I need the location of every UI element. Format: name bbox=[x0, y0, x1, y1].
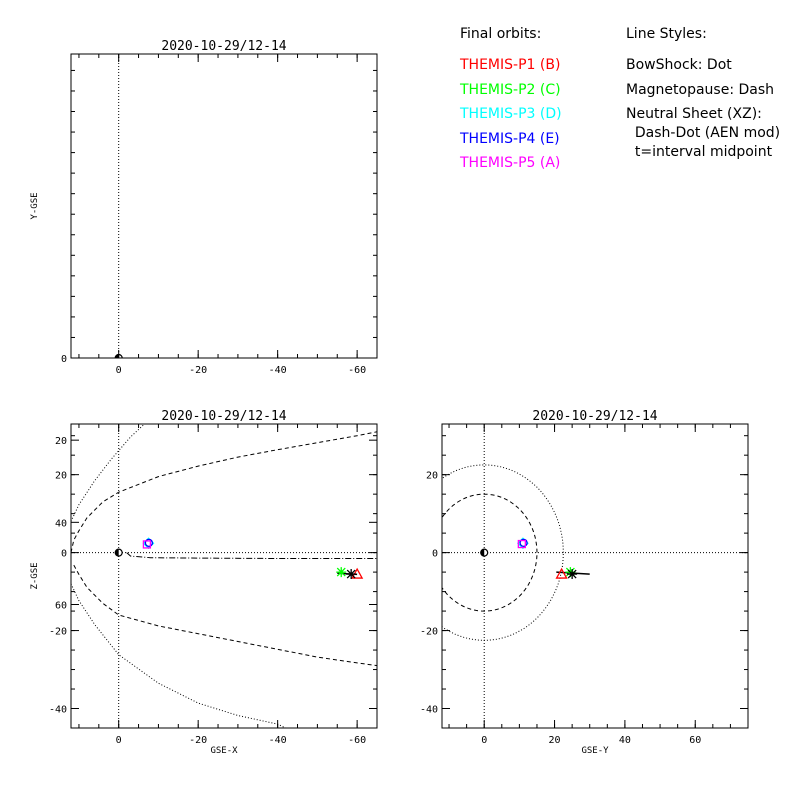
x-tick-label: -60 bbox=[348, 365, 366, 376]
themis-p1-b-triangle-marker bbox=[555, 567, 568, 579]
themis-p4-e-circle-marker bbox=[144, 538, 154, 548]
y-tick-label: -40 bbox=[420, 705, 438, 716]
position-asterisk-marker bbox=[346, 456, 356, 466]
y-tick-label: 0 bbox=[432, 549, 438, 560]
themis-p2-c-asterisk-marker bbox=[334, 455, 344, 465]
x-tick-label: -20 bbox=[189, 365, 207, 376]
x-tick-label: 0 bbox=[116, 365, 122, 376]
bowshock-line bbox=[72, 399, 377, 660]
plot-xy: 2020-10-29/12-14 0 -20 -40 -60 0 20 40 60 Y-GSE bbox=[30, 39, 378, 660]
line-style-dash-dot: Dash-Dot (AEN mod) bbox=[626, 125, 781, 141]
x-axis-label: GSE-Y bbox=[581, 746, 609, 756]
themis-p3-d-diamond-marker bbox=[142, 398, 152, 408]
y-tick-label: -20 bbox=[49, 627, 67, 638]
x-tick-label: -40 bbox=[269, 735, 287, 746]
magnetopause-lower-line bbox=[73, 564, 377, 667]
y-tick-label: -20 bbox=[420, 627, 438, 638]
probe-legend-p5: THEMIS-P5 (A) bbox=[460, 155, 561, 171]
line-style-bowshock: BowShock: Dot bbox=[626, 57, 732, 73]
orbit-track-line bbox=[345, 444, 357, 479]
themis-p5-a-square-marker bbox=[144, 400, 151, 407]
x-tick-label: -20 bbox=[189, 735, 207, 746]
x-tick-label: 0 bbox=[481, 735, 487, 746]
probe-legend-p2: THEMIS-P2 (C) bbox=[460, 82, 561, 98]
plot-frame bbox=[70, 53, 378, 359]
x-tick-label: 20 bbox=[549, 735, 561, 746]
themis-p4-e-circle-marker bbox=[144, 399, 151, 406]
probe-legend-p3: THEMIS-P3 (D) bbox=[460, 106, 562, 122]
x-tick-label: -60 bbox=[348, 735, 366, 746]
bowshock-circle bbox=[442, 464, 564, 641]
x-tick-label: 40 bbox=[619, 735, 631, 746]
x-tick-label: 0 bbox=[116, 735, 122, 746]
y-axis-label: Y-GSE bbox=[30, 192, 40, 219]
probe-legend-p4: THEMIS-P4 (E) bbox=[460, 131, 560, 147]
plot-yz: 2020-10-29/12-14 0 20 40 60 -40 -20 0 20 GSE-Y bbox=[420, 409, 749, 756]
orbits-legend-title: Final orbits: bbox=[460, 26, 542, 42]
themis-p2-c-asterisk-marker bbox=[336, 567, 347, 578]
y-tick-label: 60 bbox=[55, 600, 67, 611]
plot-title: 2020-10-29/12-14 bbox=[161, 39, 286, 54]
y-tick-label: 20 bbox=[55, 471, 67, 482]
plot-title: 2020-10-29/12-14 bbox=[161, 409, 286, 424]
position-asterisk-marker bbox=[567, 569, 578, 580]
line-style-midpoint: t=interval midpoint bbox=[626, 144, 773, 160]
x-axis-label: GSE-X bbox=[210, 746, 238, 756]
earth-night-side bbox=[115, 354, 119, 358]
magnetopause-upper-line bbox=[71, 431, 377, 553]
earth-night-side bbox=[480, 549, 485, 557]
x-tick-label: -40 bbox=[269, 365, 287, 376]
position-asterisk-marker bbox=[346, 569, 357, 580]
plot-area-yz bbox=[442, 424, 748, 728]
y-tick-label: -40 bbox=[49, 705, 67, 716]
plot-frame bbox=[70, 423, 378, 729]
y-axis-label: Z-GSE bbox=[30, 562, 40, 589]
plot-title: 2020-10-29/12-14 bbox=[532, 409, 657, 424]
neutral-sheet-line bbox=[126, 552, 377, 559]
plot-area-xz bbox=[71, 424, 377, 728]
themis-p5-a-square-marker bbox=[517, 539, 526, 549]
themis-p1-b-triangle-marker bbox=[350, 445, 360, 454]
plot-xz: 2020-10-29/12-14 0 -20 -40 -60 -40 -20 0 20 GSE-X… bbox=[30, 409, 378, 756]
bowshock-upper-line bbox=[71, 424, 145, 522]
plot-area-xy bbox=[71, 54, 377, 660]
line-styles-title: Line Styles: bbox=[626, 26, 707, 42]
line-style-magnetopause: Magnetopause: Dash bbox=[626, 82, 775, 98]
bowshock-lower-line bbox=[71, 583, 286, 728]
y-tick-label: 20 bbox=[55, 436, 67, 447]
y-tick-label: 20 bbox=[426, 471, 438, 482]
magnetopause-circle bbox=[442, 493, 538, 612]
themis-p3-d-diamond-marker bbox=[516, 537, 529, 550]
earth-night-side bbox=[115, 549, 119, 557]
line-style-neutral-sheet: Neutral Sheet (XZ): bbox=[626, 106, 762, 122]
plot-frame bbox=[441, 423, 749, 729]
y-tick-label: 0 bbox=[61, 549, 67, 560]
themis-p4-e-circle-marker bbox=[519, 538, 528, 548]
x-tick-label: 60 bbox=[689, 735, 701, 746]
themis-p5-a-square-marker bbox=[142, 540, 152, 549]
y-tick-label: 40 bbox=[55, 518, 67, 529]
probe-legend-p1: THEMIS-P1 (B) bbox=[460, 57, 561, 73]
y-tick-label: 0 bbox=[61, 354, 67, 365]
